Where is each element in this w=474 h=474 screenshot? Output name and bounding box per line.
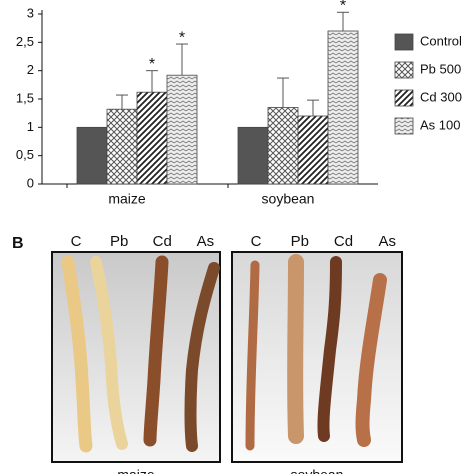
lane-label: As [197,233,215,250]
x-tick-label: maize [108,191,146,207]
photo-caption: maize [117,467,155,474]
legend-label: As 100 [420,117,460,132]
legend-label: Pb 500 [420,61,461,76]
bar [76,126,108,185]
bar [267,107,299,185]
panel-b: B C Pb Cd As maize C Pb Cd As soybean [12,233,403,474]
bar [136,91,168,185]
significance-mark: * [179,29,185,46]
significance-mark: * [149,56,155,73]
legend-swatch [394,117,414,135]
lane-label: C [251,233,262,250]
legend-swatch [394,89,414,107]
legend-swatch [394,61,414,79]
roots [61,254,387,453]
legend-label: Control [420,33,462,48]
bar [166,74,198,185]
significance-mark: * [340,0,346,15]
y-tick-label: 2,5 [16,34,34,49]
legend-swatch [394,33,414,51]
bar [237,126,269,185]
bar [327,30,359,185]
lane-label: Pb [291,233,309,250]
lane-label: C [71,233,82,250]
lane-label: Pb [110,233,128,250]
bar [106,108,138,185]
legend-label: Cd 300 [420,89,462,104]
bar [297,115,329,185]
photo-caption: soybean [291,467,344,474]
y-tick-label: 0,5 [16,147,34,162]
y-tick-label: 1 [27,119,34,134]
lane-label: Cd [153,233,172,250]
y-tick-label: 1,5 [16,90,34,105]
lane-label: Cd [334,233,353,250]
panel-label: B [12,235,24,252]
y-tick-label: 2 [27,62,34,77]
lane-label: As [378,233,396,250]
y-tick-label: 0 [27,175,34,190]
x-tick-label: soybean [262,191,315,207]
bar-chart: 0 0,5 1 1,5 2 2,5 3 maize soybean * * * Control Pb 50… [16,0,462,207]
y-tick-label: 3 [27,5,34,20]
